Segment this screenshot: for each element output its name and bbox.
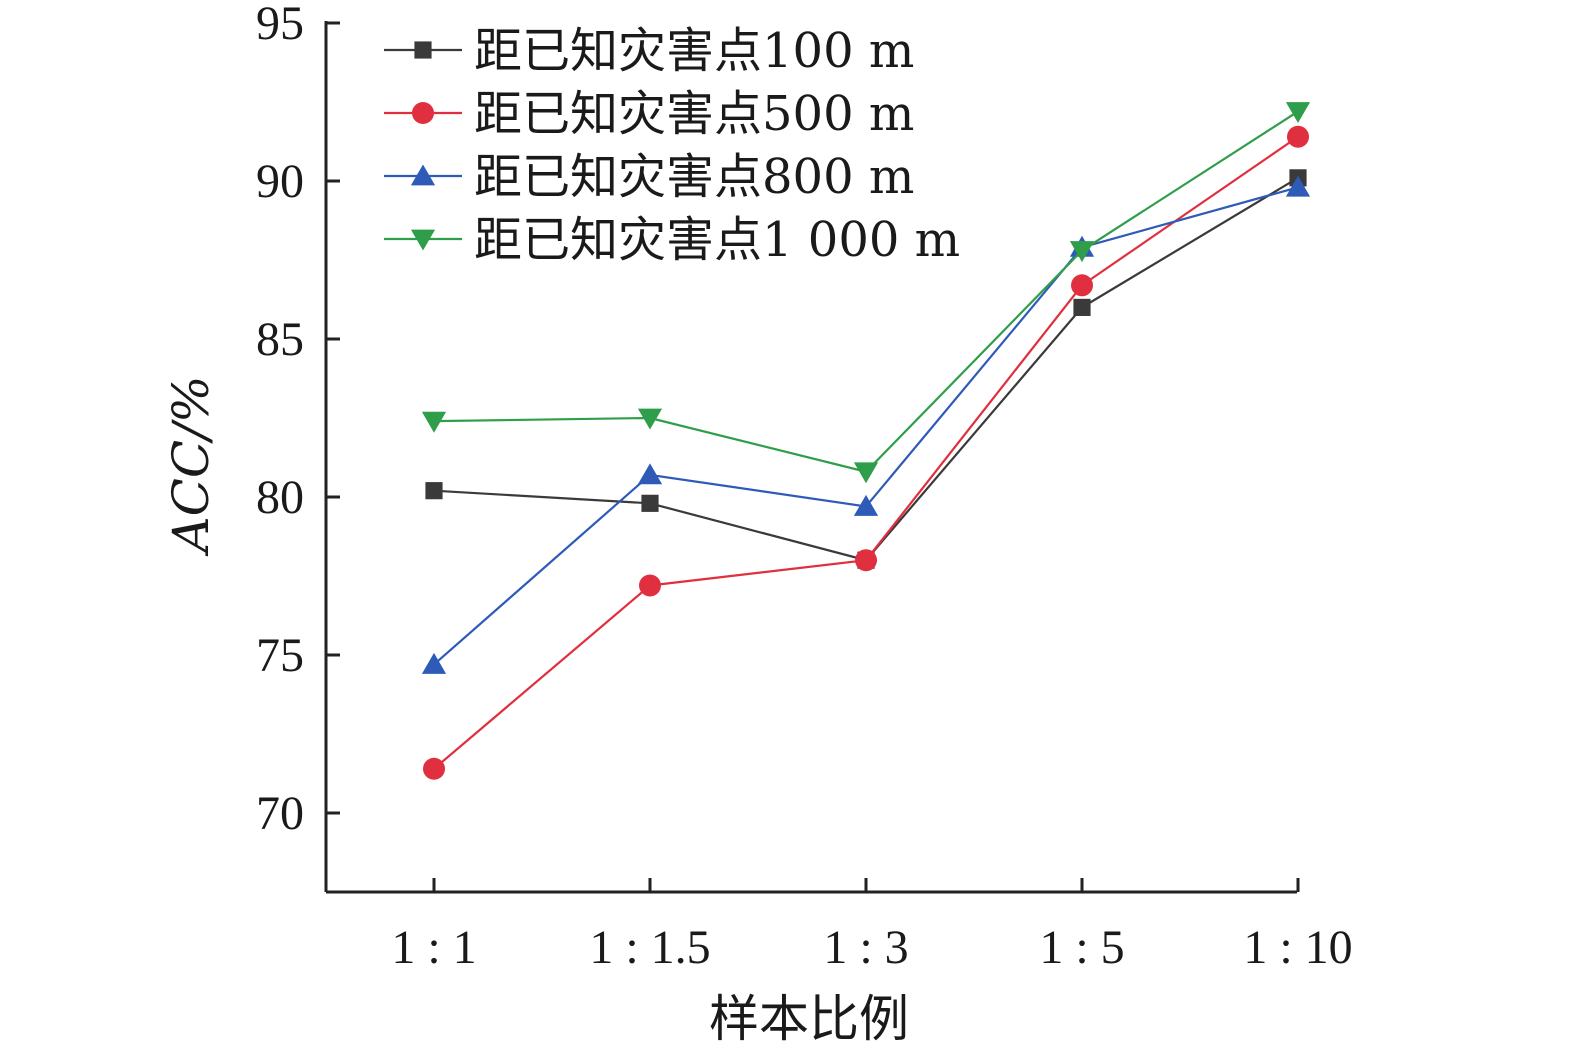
legend-marker	[410, 164, 436, 186]
x-ticks: 1 : 1 1 : 1.5 1 : 3 1 : 5 1 : 10	[391, 878, 1353, 974]
legend-label: 距已知灾害点500 m	[474, 86, 914, 142]
y-tick-label: 75	[256, 629, 304, 682]
x-axis-title: 样本比例	[709, 990, 909, 1048]
y-tick-label: 70	[256, 787, 304, 840]
x-tick-label: 1 : 1.5	[589, 921, 710, 974]
x-tick-label: 1 : 3	[823, 921, 908, 974]
legend-marker	[412, 102, 434, 124]
series-layer	[421, 102, 1311, 780]
data-point	[853, 494, 879, 516]
legend-marker	[414, 41, 432, 59]
legend-entry: 距已知灾害点100 m	[384, 23, 914, 79]
y-tick-label: 90	[256, 155, 304, 208]
legend-entry: 距已知灾害点500 m	[384, 86, 914, 142]
data-point	[855, 549, 877, 572]
legend-label: 距已知灾害点800 m	[474, 149, 914, 205]
y-tick-label: 95	[256, 0, 304, 50]
legend-marker	[410, 229, 436, 251]
axes	[324, 21, 1297, 894]
y-ticks: 70 75 80 85 90 95	[256, 0, 340, 840]
data-point	[853, 462, 879, 484]
y-tick-label: 85	[256, 313, 304, 366]
x-tick-label: 1 : 10	[1243, 921, 1352, 974]
data-point	[1071, 274, 1093, 297]
data-point	[1069, 241, 1095, 263]
series-group	[421, 102, 1311, 484]
series-group	[423, 125, 1309, 780]
legend-entry: 距已知灾害点800 m	[384, 149, 914, 205]
data-point	[421, 652, 447, 674]
data-point	[637, 463, 663, 485]
legend-label: 距已知灾害点100 m	[474, 23, 914, 79]
x-tick-label: 1 : 1	[391, 921, 476, 974]
data-point	[1285, 102, 1311, 124]
data-point	[641, 494, 659, 512]
y-tick-label: 80	[256, 471, 304, 524]
data-point	[1285, 175, 1311, 197]
data-point	[639, 574, 661, 597]
data-point	[425, 482, 443, 500]
data-point	[1073, 298, 1091, 316]
x-tick-label: 1 : 5	[1039, 921, 1124, 974]
legend-entry: 距已知灾害点1 000 m	[384, 212, 960, 268]
data-point	[1287, 125, 1309, 148]
data-point	[423, 757, 445, 780]
data-point	[637, 408, 663, 430]
data-point	[421, 411, 447, 433]
legend-label: 距已知灾害点1 000 m	[474, 212, 960, 268]
y-axis-title: ACC/%	[162, 376, 220, 557]
legend: 距已知灾害点100 m 距已知灾害点500 m 距已知灾害点800 m 距已知灾害点1…	[384, 23, 960, 268]
